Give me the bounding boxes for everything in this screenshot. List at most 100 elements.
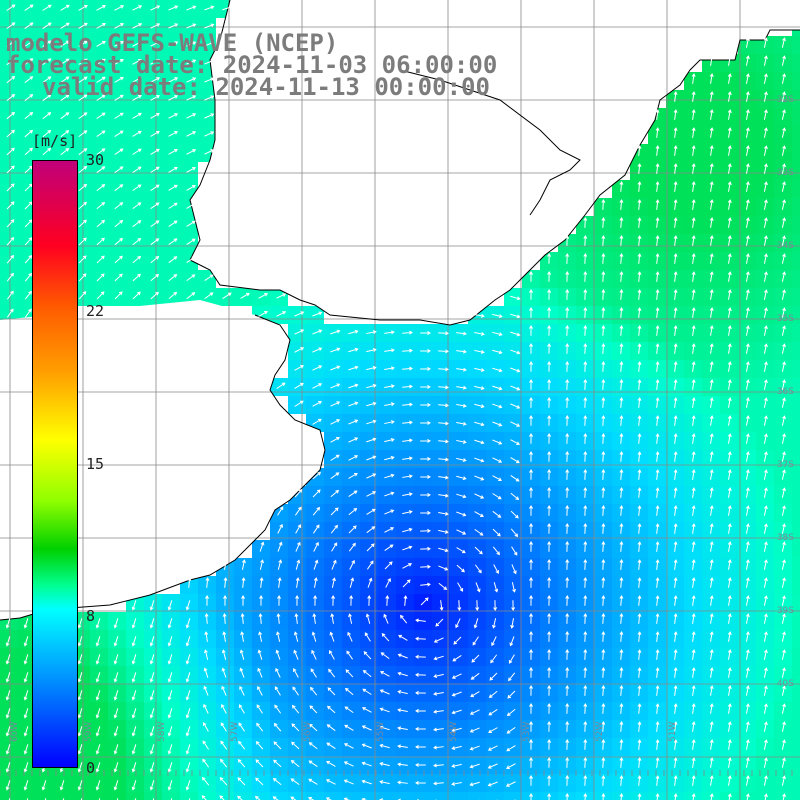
wind-arrow xyxy=(691,307,696,318)
wind-arrow xyxy=(23,654,29,665)
wind-arrow xyxy=(637,703,642,714)
field-cell xyxy=(792,504,800,522)
wind-arrow xyxy=(691,487,696,498)
wind-arrow xyxy=(691,415,696,426)
wind-arrow xyxy=(637,289,642,300)
wind-arrow xyxy=(727,271,732,282)
wind-arrow xyxy=(455,618,461,629)
wind-arrow xyxy=(619,433,624,444)
wind-arrow xyxy=(763,631,768,642)
wind-arrow xyxy=(781,649,786,660)
wind-arrow xyxy=(77,690,83,701)
wind-arrow xyxy=(529,703,534,714)
wind-arrow xyxy=(415,636,426,641)
wind-arrow xyxy=(763,145,768,156)
wind-arrow xyxy=(709,145,714,156)
wind-arrow xyxy=(96,219,106,228)
wind-arrow xyxy=(131,780,137,791)
wind-arrow xyxy=(637,397,642,408)
wind-arrow xyxy=(492,510,502,518)
wind-arrow xyxy=(403,595,408,606)
wind-arrow xyxy=(637,451,642,462)
wind-arrow xyxy=(673,289,678,300)
wind-arrow xyxy=(488,727,498,734)
wind-arrow xyxy=(781,235,786,246)
wind-arrow xyxy=(78,183,88,192)
wind-arrow xyxy=(5,708,11,719)
wind-arrow xyxy=(5,726,11,737)
wind-arrow xyxy=(709,541,714,552)
wind-arrow xyxy=(492,546,500,556)
wind-arrow xyxy=(397,690,408,695)
wind-arrow xyxy=(745,379,750,390)
wind-arrow xyxy=(397,726,408,731)
wind-arrow xyxy=(565,379,570,390)
wind-arrow xyxy=(619,307,624,318)
wind-arrow xyxy=(331,559,337,570)
wind-arrow xyxy=(330,329,341,335)
field-cell xyxy=(792,540,800,558)
wind-arrow xyxy=(438,331,449,336)
wind-arrow xyxy=(96,40,106,47)
wind-arrow xyxy=(601,469,606,480)
wind-arrow xyxy=(583,433,588,444)
wind-arrow xyxy=(201,795,207,800)
wind-arrow xyxy=(637,505,642,516)
wind-arrow xyxy=(185,762,191,773)
wind-arrow xyxy=(95,744,101,755)
wind-arrow xyxy=(781,361,786,372)
wind-arrow xyxy=(472,636,479,646)
wind-arrow xyxy=(709,325,714,336)
field-cell xyxy=(792,252,800,270)
wind-arrow xyxy=(219,777,228,786)
lon-label: 55W xyxy=(376,721,386,742)
wind-arrow xyxy=(691,595,696,606)
wind-arrow xyxy=(96,76,106,83)
wind-arrow xyxy=(470,672,480,680)
wind-arrow xyxy=(438,475,449,480)
wind-arrow xyxy=(781,181,786,192)
wind-arrow xyxy=(565,757,570,768)
wind-arrow xyxy=(168,113,179,119)
field-cell xyxy=(792,666,800,684)
wind-arrow xyxy=(204,59,215,65)
wind-arrow xyxy=(583,541,588,552)
wind-arrow xyxy=(132,94,142,101)
wind-arrow xyxy=(583,703,588,714)
wind-arrow xyxy=(510,385,521,391)
wind-arrow xyxy=(691,685,696,696)
wind-arrow xyxy=(691,217,696,228)
wind-arrow xyxy=(344,724,354,731)
wind-arrow xyxy=(745,415,750,426)
wind-arrow xyxy=(5,690,11,701)
wind-arrow xyxy=(529,505,534,516)
wind-arrow xyxy=(601,703,606,714)
wind-arrow xyxy=(474,331,485,336)
wind-arrow xyxy=(673,757,678,768)
wind-arrow xyxy=(415,762,426,767)
wind-arrow xyxy=(150,273,160,282)
wind-arrow xyxy=(186,167,197,173)
wind-arrow xyxy=(511,600,516,611)
wind-arrow xyxy=(290,760,300,768)
wind-arrow xyxy=(673,307,678,318)
wind-arrow xyxy=(655,757,660,768)
wind-arrow xyxy=(220,740,228,750)
wind-arrow xyxy=(565,559,570,570)
wind-arrow xyxy=(637,793,642,800)
wind-arrow xyxy=(469,781,480,787)
lon-label: 52W xyxy=(595,721,605,742)
wind-arrow xyxy=(637,775,642,786)
field-cell xyxy=(126,792,144,800)
wind-arrow xyxy=(763,199,768,210)
wind-arrow xyxy=(384,366,395,371)
wind-arrow xyxy=(438,457,449,462)
wind-arrow xyxy=(727,757,732,768)
wind-arrow xyxy=(78,273,87,282)
wind-arrow xyxy=(727,595,732,606)
lon-label: 57W xyxy=(230,721,240,742)
wind-arrow xyxy=(709,379,714,390)
wind-arrow xyxy=(583,757,588,768)
wind-arrow xyxy=(547,703,552,714)
wind-arrow xyxy=(691,235,696,246)
